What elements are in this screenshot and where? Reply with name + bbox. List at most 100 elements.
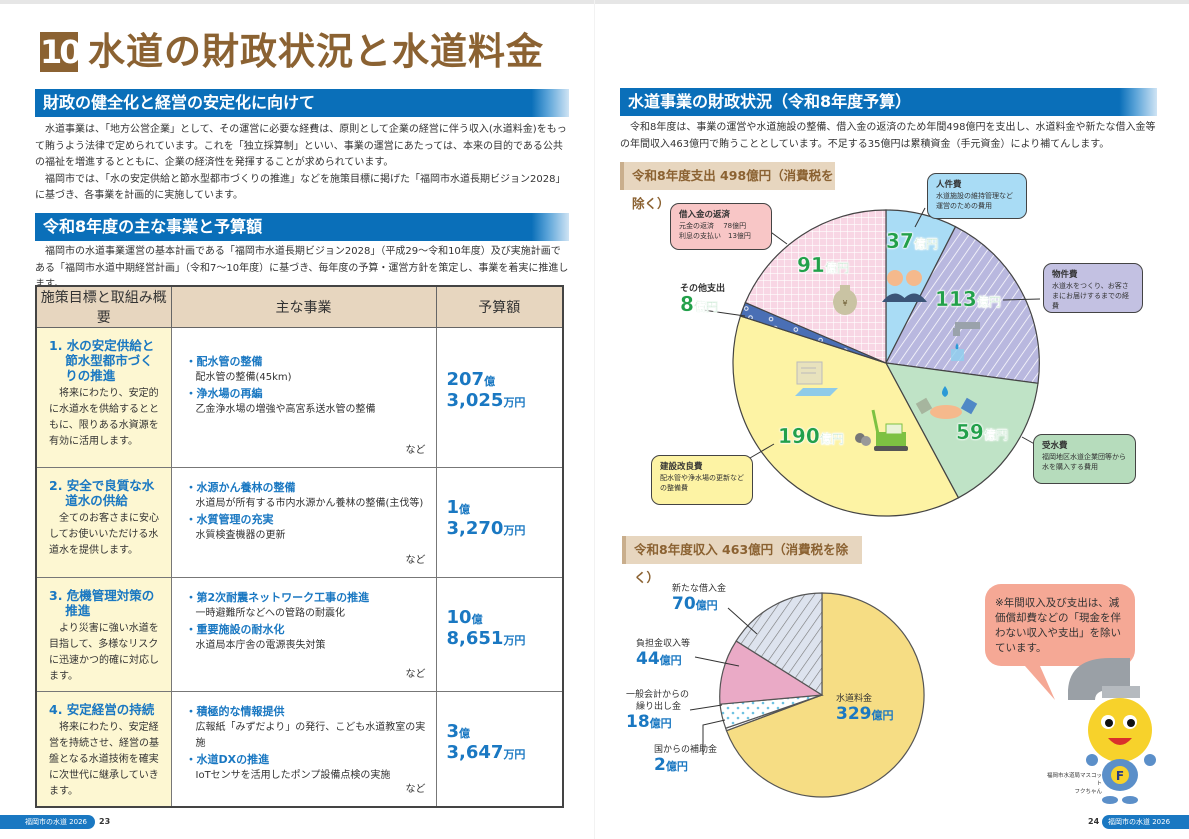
- project-title: ・重要施設の耐水化: [185, 623, 285, 636]
- projects-cell: ・配水管の整備 配水管の整備(45km) ・浄水場の再編 乙金浄水場の増強や高宮…: [170, 327, 437, 468]
- value-num: 70: [672, 594, 696, 614]
- unit-oku: 億: [471, 613, 483, 626]
- mascot-caption: 福岡市水道局マスコット フクちゃん: [1042, 772, 1102, 796]
- callout-title: 人件費: [936, 180, 962, 190]
- callout-desc: 福岡地区水道企業団等から水を購入する費用: [1042, 453, 1126, 471]
- page-title: 水道の財政状況と水道料金: [88, 30, 544, 73]
- callout-title: 建設改良費: [660, 462, 703, 472]
- income-label-hojo: 国からの補助金 2億円: [654, 744, 717, 776]
- label-caption: 一般会計からの: [626, 690, 690, 700]
- unit-man: 万円: [503, 524, 526, 537]
- paragraph: 令和8年度は、事業の運営や水道施設の整備、借入金の返済のため年間498億円を支出…: [620, 122, 1156, 150]
- value-num: 37: [886, 229, 914, 253]
- budget-cell: 207億 3,025万円: [435, 327, 564, 468]
- project-desc: IoTセンサを活用したポンプ設備点検の実施: [195, 770, 391, 781]
- slice-ryokin: [725, 592, 925, 798]
- slice-shakkin: [744, 209, 887, 364]
- project-desc: 広報紙「みずだより」の発行、こども水道教室の実施: [195, 722, 426, 749]
- project-title: ・水道DXの推進: [185, 753, 270, 766]
- slice-jusui: [884, 362, 1039, 499]
- finance-status-body: 令和8年度は、事業の運営や水道施設の整備、借入金の返済のため年間498億円を支出…: [620, 120, 1160, 153]
- income-label-ryokin: 水道料金 329億円: [836, 693, 894, 725]
- project-title: ・第2次耐震ネットワーク工事の推進: [185, 591, 370, 604]
- project-desc: 水道局本庁舎の電源喪失対策: [195, 640, 326, 651]
- paragraph: 福岡市の水道事業運営の基本計画である「福岡市水道長期ビジョン2028」（平成29…: [35, 246, 569, 290]
- etc-note: など: [405, 555, 426, 566]
- income-label-futan: 負担金収入等 44億円: [636, 638, 690, 670]
- money-bag-icon: ¥: [833, 285, 857, 315]
- column-header-goal: 施策目標と取組み概要: [35, 285, 172, 328]
- value-num: 8: [680, 292, 694, 316]
- value-unit: 億円: [659, 654, 682, 667]
- callout-desc: 水道水をつくり、お客さまにお届けするまでの経費: [1052, 282, 1129, 310]
- label-caption: 水道料金: [836, 694, 873, 704]
- footer-label-right: 福岡市の水道 2026: [1102, 815, 1189, 829]
- income-label-ippan: 一般会計からの 繰り出し金 18億円: [626, 689, 689, 733]
- paragraph: 福岡市では、「水の安定供給と節水型都市づくりの推進」などを施策目標に掲げた「福岡…: [35, 173, 566, 202]
- value-unit: 億円: [871, 709, 894, 722]
- value-unit: 億円: [665, 760, 688, 773]
- callout-bukken: 物件費 水道水をつくり、お客さまにお届けするまでの経費: [1043, 263, 1143, 313]
- expense-slices: [732, 209, 1040, 517]
- value-num: 91: [797, 253, 825, 277]
- project-desc: 配水管の整備(45km): [195, 372, 292, 383]
- section-finance-body: 水道事業は、「地方公営企業」として、その運営に必要な経費は、原則として企業の経営…: [35, 122, 569, 205]
- value-unit: 億円: [976, 295, 1001, 309]
- unit-oku: 億: [484, 375, 496, 388]
- column-header-budget: 予算額: [435, 285, 564, 328]
- goal-description: 将来にわたり、安定経営を持続させ、経営の基盤となる水道技術を確実に次世代に継承し…: [49, 722, 159, 797]
- table-row: 2. 安全で良質な水道水の供給 全てのお客さまに安心してお使いいただける水道水を…: [35, 467, 564, 578]
- slice-bukken: [885, 225, 1040, 384]
- etc-note: など: [405, 445, 426, 456]
- table-row: 4. 安定経営の持続 将来にわたり、安定経営を持続させ、経営の基盤となる水道技術…: [35, 691, 564, 808]
- callout-kensetsu: 建設改良費 配水管や浄水場の更新などの整備費: [651, 455, 753, 505]
- goal-cell: 2. 安全で良質な水道水の供給 全てのお客さまに安心してお使いいただける水道水を…: [35, 467, 172, 578]
- slice-kensetsu: [732, 315, 960, 517]
- page-number-right: 24: [1088, 817, 1100, 826]
- value-shakkin: 91億円: [797, 253, 849, 277]
- value-unit: 億円: [819, 432, 844, 446]
- label-caption: 繰り出し金: [636, 702, 682, 712]
- callout-desc: 配水管や浄水場の更新などの整備費: [660, 474, 744, 492]
- budget-cell: 10億 8,651万円: [435, 577, 564, 692]
- bubble-tail: [1025, 666, 1055, 700]
- unit-man: 万円: [503, 748, 526, 761]
- project-title: ・配水管の整備: [185, 355, 263, 368]
- excavator-icon: [855, 409, 908, 451]
- callout-title: 借入金の返済: [679, 210, 731, 220]
- unit-man: 万円: [503, 634, 526, 647]
- goal-cell: 4. 安定経営の持続 将来にわたり、安定経営を持続させ、経営の基盤となる水道技術…: [35, 691, 172, 808]
- value-num: 190: [778, 424, 820, 448]
- column-header-projects: 主な事業: [170, 285, 437, 328]
- section-heading-projects: 令和8年度の主な事業と予算額: [35, 213, 569, 241]
- slice-shakunyu: [735, 592, 823, 697]
- faucet-icon: [951, 322, 980, 361]
- budget-man: 3,647: [446, 742, 504, 763]
- income-slices: [719, 592, 925, 798]
- budget-man: 8,651: [446, 628, 504, 649]
- callout-jinken: 人件費 水道施設の維持管理など運営のための費用: [927, 173, 1027, 219]
- value-unit: 億円: [649, 717, 672, 730]
- note-speech-bubble: ※年間収入及び支出は、減価償却費などの「現金を伴わない収入や支出」を除いています…: [985, 584, 1135, 666]
- value-num: 59: [956, 420, 984, 444]
- project-title: ・水源かん養林の整備: [185, 481, 296, 494]
- budget-cell: 3億 3,647万円: [435, 691, 564, 808]
- goal-title: 3. 危機管理対策の推進: [49, 588, 155, 618]
- value-num: 18: [626, 712, 650, 732]
- value-jinken: 37億円: [886, 229, 938, 253]
- value-num: 329: [836, 704, 872, 724]
- income-chart-title: 令和8年度収入 463億円（消費税を除く）: [622, 536, 862, 585]
- goal-description: より災害に強い水道を目指して、多様なリスクに迅速かつ的確に対応します。: [49, 623, 159, 682]
- value-kensetsu: 190億円: [778, 424, 844, 448]
- project-desc: 乙金浄水場の増強や高宮系送水管の整備: [195, 404, 376, 415]
- expense-chart-title: 令和8年度支出 498億円（消費税を除く）: [620, 162, 835, 211]
- project-desc: 水道局が所有する市内水源かん養林の整備(主伐等): [195, 498, 424, 509]
- goal-cell: 3. 危機管理対策の推進 より災害に強い水道を目指して、多様なリスクに迅速かつ的…: [35, 577, 172, 692]
- callout-jusui: 受水費 福岡地区水道企業団等から水を購入する費用: [1033, 434, 1136, 484]
- people-icon: [882, 270, 927, 302]
- page-divider: [594, 0, 595, 839]
- chapter-number-badge: 10: [40, 32, 82, 72]
- label-caption: 負担金収入等: [636, 639, 691, 649]
- label-caption: 新たな借入金: [672, 584, 727, 594]
